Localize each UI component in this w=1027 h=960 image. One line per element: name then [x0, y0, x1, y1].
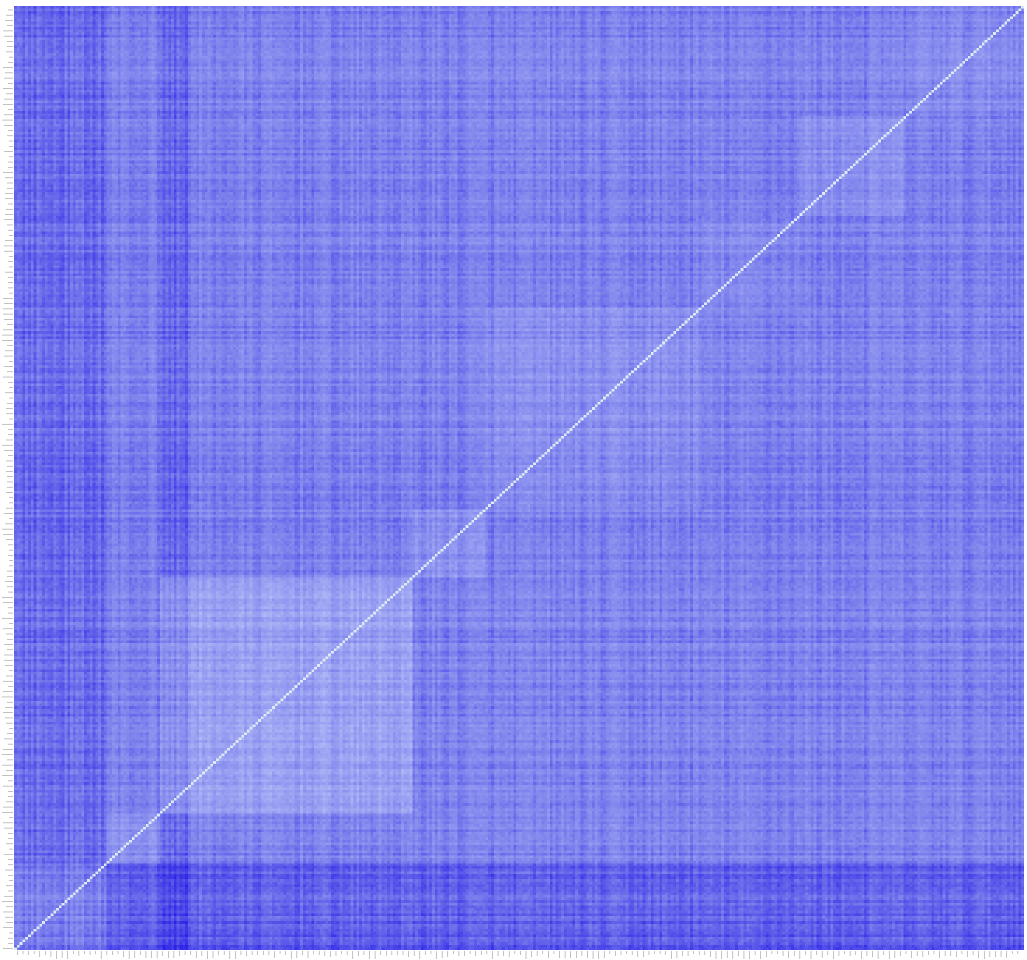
y-axis-tick-labels: [2, 9, 13, 949]
x-axis-tick-labels: [17, 951, 1019, 959]
heatmap-matrix: [14, 6, 1024, 950]
